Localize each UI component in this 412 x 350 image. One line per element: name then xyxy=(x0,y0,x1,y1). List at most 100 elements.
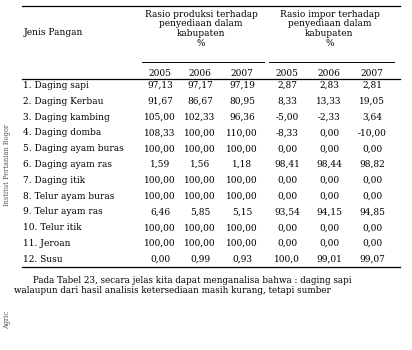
Text: 8. Telur ayam buras: 8. Telur ayam buras xyxy=(23,191,115,201)
Text: -2,33: -2,33 xyxy=(318,113,340,121)
Text: Rasio produksi terhadap: Rasio produksi terhadap xyxy=(145,10,258,19)
Text: 2005: 2005 xyxy=(148,69,171,78)
Text: 1,18: 1,18 xyxy=(232,160,252,169)
Text: Jenis Pangan: Jenis Pangan xyxy=(24,28,83,37)
Text: 100,00: 100,00 xyxy=(226,176,258,185)
Text: 0,00: 0,00 xyxy=(150,255,170,264)
Text: -5,00: -5,00 xyxy=(275,113,299,121)
Text: 2005: 2005 xyxy=(276,69,299,78)
Text: kabupaten: kabupaten xyxy=(177,29,225,38)
Text: 102,33: 102,33 xyxy=(185,113,215,121)
Text: 94,15: 94,15 xyxy=(316,208,342,216)
Text: Institut Pertanian Bogor: Institut Pertanian Bogor xyxy=(3,124,11,206)
Text: 100,00: 100,00 xyxy=(144,191,176,201)
Text: 9. Telur ayam ras: 9. Telur ayam ras xyxy=(23,208,103,216)
Text: 0,00: 0,00 xyxy=(362,223,382,232)
Text: walaupun dari hasil analisis ketersediaan masih kurang, tetapi sumber: walaupun dari hasil analisis ketersediaa… xyxy=(14,286,331,295)
Text: 12. Susu: 12. Susu xyxy=(23,255,63,264)
Text: 86,67: 86,67 xyxy=(187,97,213,106)
Text: 2007: 2007 xyxy=(231,69,253,78)
Text: 100,00: 100,00 xyxy=(144,239,176,248)
Text: 100,00: 100,00 xyxy=(226,239,258,248)
Text: 2006: 2006 xyxy=(189,69,211,78)
Text: 10. Telur itik: 10. Telur itik xyxy=(23,223,82,232)
Text: Rasio impor terhadap: Rasio impor terhadap xyxy=(280,10,379,19)
Text: Pada Tabel 23, secara jelas kita dapat menganalisa bahwa : daging sapi: Pada Tabel 23, secara jelas kita dapat m… xyxy=(22,275,351,285)
Text: 11. Jeroan: 11. Jeroan xyxy=(23,239,70,248)
Text: 2,81: 2,81 xyxy=(362,81,382,90)
Text: %: % xyxy=(325,38,334,48)
Text: 5,85: 5,85 xyxy=(190,208,210,216)
Text: 100,00: 100,00 xyxy=(226,191,258,201)
Text: 4. Daging domba: 4. Daging domba xyxy=(23,128,101,138)
Text: 100,00: 100,00 xyxy=(184,144,216,153)
Text: 0,00: 0,00 xyxy=(319,191,339,201)
Text: 2006: 2006 xyxy=(318,69,340,78)
Text: 0,93: 0,93 xyxy=(232,255,252,264)
Text: 105,00: 105,00 xyxy=(144,113,176,121)
Text: 100,00: 100,00 xyxy=(184,239,216,248)
Text: 0,00: 0,00 xyxy=(362,144,382,153)
Text: penyediaan dalam: penyediaan dalam xyxy=(159,20,243,28)
Text: 13,33: 13,33 xyxy=(316,97,342,106)
Text: %: % xyxy=(197,38,205,48)
Text: 100,00: 100,00 xyxy=(144,176,176,185)
Text: 7. Daging itik: 7. Daging itik xyxy=(23,176,85,185)
Text: 110,00: 110,00 xyxy=(226,128,258,138)
Text: 0,00: 0,00 xyxy=(362,239,382,248)
Text: 80,95: 80,95 xyxy=(229,97,255,106)
Text: 108,33: 108,33 xyxy=(144,128,176,138)
Text: 2,83: 2,83 xyxy=(319,81,339,90)
Text: 1,59: 1,59 xyxy=(150,160,170,169)
Text: 0,00: 0,00 xyxy=(319,223,339,232)
Text: 3,64: 3,64 xyxy=(362,113,382,121)
Text: 99,01: 99,01 xyxy=(316,255,342,264)
Text: 3. Daging kambing: 3. Daging kambing xyxy=(23,113,110,121)
Text: 0,00: 0,00 xyxy=(362,191,382,201)
Text: 1,56: 1,56 xyxy=(190,160,210,169)
Text: 6. Daging ayam ras: 6. Daging ayam ras xyxy=(23,160,112,169)
Text: 1. Daging sapi: 1. Daging sapi xyxy=(23,81,89,90)
Text: 0,00: 0,00 xyxy=(277,239,297,248)
Text: 98,41: 98,41 xyxy=(274,160,300,169)
Text: 93,54: 93,54 xyxy=(274,208,300,216)
Text: 98,82: 98,82 xyxy=(359,160,385,169)
Text: 94,85: 94,85 xyxy=(359,208,385,216)
Text: 0,00: 0,00 xyxy=(277,191,297,201)
Text: 100,00: 100,00 xyxy=(144,144,176,153)
Text: -10,00: -10,00 xyxy=(358,128,386,138)
Text: 98,44: 98,44 xyxy=(316,160,342,169)
Text: 0,00: 0,00 xyxy=(277,176,297,185)
Text: 5,15: 5,15 xyxy=(232,208,252,216)
Text: 2,87: 2,87 xyxy=(277,81,297,90)
Text: 97,13: 97,13 xyxy=(147,81,173,90)
Text: 91,67: 91,67 xyxy=(147,97,173,106)
Text: 0,00: 0,00 xyxy=(319,128,339,138)
Text: kabupaten: kabupaten xyxy=(305,29,354,38)
Text: 100,0: 100,0 xyxy=(274,255,300,264)
Text: 0,00: 0,00 xyxy=(277,144,297,153)
Text: -8,33: -8,33 xyxy=(276,128,298,138)
Text: 0,00: 0,00 xyxy=(319,144,339,153)
Text: 0,00: 0,00 xyxy=(362,176,382,185)
Text: 6,46: 6,46 xyxy=(150,208,170,216)
Text: 96,36: 96,36 xyxy=(229,113,255,121)
Text: 100,00: 100,00 xyxy=(226,223,258,232)
Text: 0,99: 0,99 xyxy=(190,255,210,264)
Text: 100,00: 100,00 xyxy=(144,223,176,232)
Text: 97,17: 97,17 xyxy=(187,81,213,90)
Text: 100,00: 100,00 xyxy=(184,223,216,232)
Text: 100,00: 100,00 xyxy=(184,191,216,201)
Text: 100,00: 100,00 xyxy=(184,128,216,138)
Text: 99,07: 99,07 xyxy=(359,255,385,264)
Text: 0,00: 0,00 xyxy=(319,176,339,185)
Text: 0,00: 0,00 xyxy=(277,223,297,232)
Text: 100,00: 100,00 xyxy=(184,176,216,185)
Text: 19,05: 19,05 xyxy=(359,97,385,106)
Text: 5. Daging ayam buras: 5. Daging ayam buras xyxy=(23,144,124,153)
Text: 2007: 2007 xyxy=(360,69,384,78)
Text: Agric: Agric xyxy=(3,311,11,329)
Text: 0,00: 0,00 xyxy=(319,239,339,248)
Text: 97,19: 97,19 xyxy=(229,81,255,90)
Text: 100,00: 100,00 xyxy=(226,144,258,153)
